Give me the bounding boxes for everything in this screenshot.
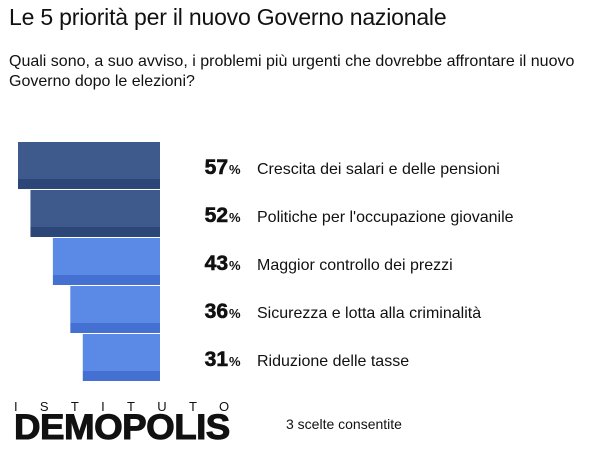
funnel-bar-base	[18, 179, 160, 189]
funnel-bar	[18, 142, 160, 179]
logo-main-text: DEMOPOLIS	[13, 408, 230, 447]
value-label: 43	[205, 252, 228, 275]
category-label: Maggior controllo dei prezzi	[257, 257, 453, 274]
funnel-bar-base	[52, 275, 160, 285]
category-label: Politiche per l'occupazione giovanile	[257, 209, 514, 226]
funnel-bar-base	[70, 323, 160, 333]
demopolis-logo: ISTITUTO DEMOPOLIS	[13, 399, 276, 446]
category-label: Sicurezza e lotta alla criminalità	[257, 305, 481, 322]
percent-sign: %	[229, 258, 241, 273]
funnel-bar-base	[82, 371, 160, 381]
percent-sign: %	[229, 306, 241, 321]
funnel-bar	[52, 238, 160, 275]
chart-subtitle: Quali sono, a suo avviso, i problemi più…	[9, 53, 575, 90]
value-label: 31	[205, 348, 229, 371]
percent-sign: %	[229, 354, 241, 369]
percent-sign: %	[229, 210, 241, 225]
value-label: 57	[205, 156, 228, 179]
footnote: 3 scelte consentite	[286, 416, 402, 432]
category-label: Crescita dei salari e delle pensioni	[257, 161, 500, 178]
funnel-bar	[70, 286, 160, 323]
funnel-bar	[30, 190, 160, 227]
funnel-bar-base	[30, 227, 160, 237]
funnel-bar	[82, 334, 160, 371]
value-label: 36	[205, 300, 228, 323]
category-label: Riduzione delle tasse	[257, 353, 409, 370]
logo-top-text: ISTITUTO	[14, 399, 252, 414]
chart-title: Le 5 priorità per il nuovo Governo nazio…	[9, 4, 447, 30]
percent-sign: %	[229, 162, 241, 177]
value-label: 52	[205, 204, 228, 227]
